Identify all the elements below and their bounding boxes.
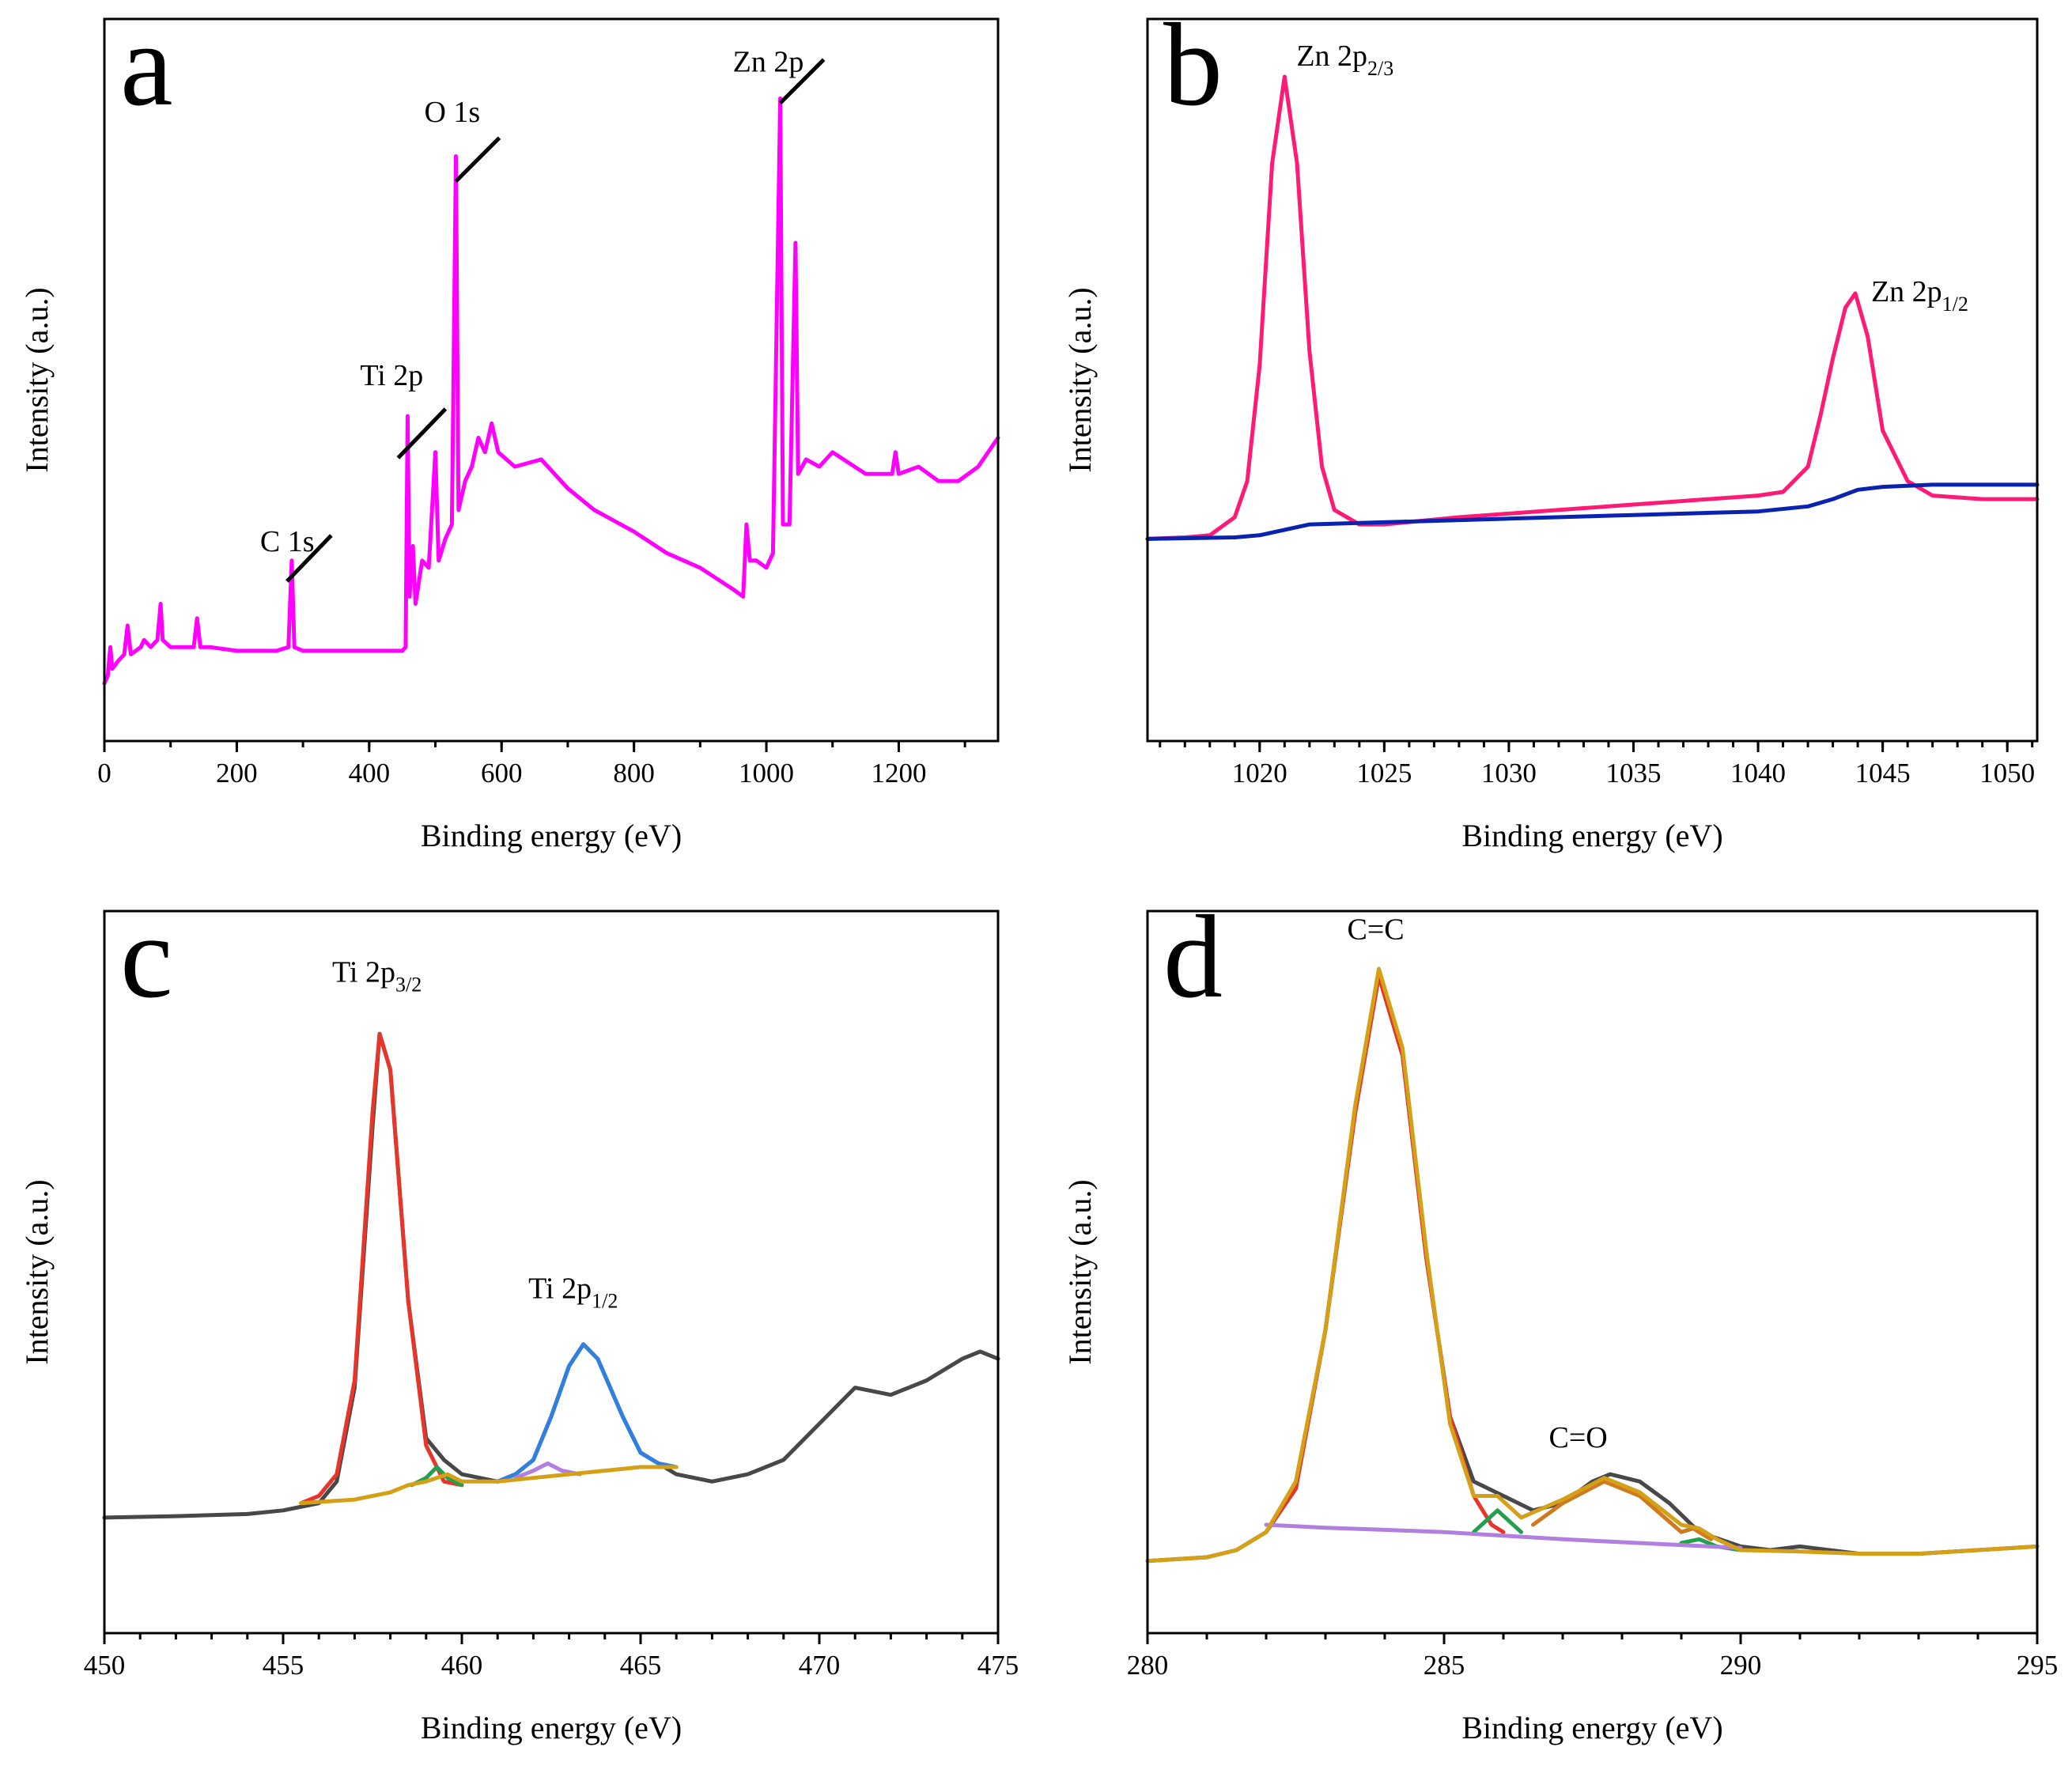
x-tick-label: 285 — [1424, 1650, 1465, 1681]
panel-letter: c — [120, 891, 173, 1023]
series-b-zn-2p-spectrum — [1145, 74, 2040, 541]
y-axis-label: Intensity (a.u.) — [1062, 1179, 1098, 1364]
peak-label-text: C=O — [1549, 1421, 1608, 1454]
x-tick-label: 1050 — [1979, 758, 2035, 788]
x-tick-label: 400 — [349, 758, 391, 788]
x-tick-label: 455 — [263, 1650, 304, 1681]
x-tick-label: 1200 — [871, 758, 926, 788]
y-axis-label: Intensity (a.u.) — [19, 1179, 55, 1364]
x-tick-label: 800 — [613, 758, 655, 788]
panel-d: 280 285 290 295 Binding energy (eV) Intensity… — [1062, 891, 2058, 1745]
x-axis-label: Binding energy (eV) — [421, 818, 682, 853]
series-d-raw — [1145, 974, 2040, 1564]
y-axis-label: Intensity (a.u.) — [19, 287, 55, 472]
y-axis-label: Intensity (a.u.) — [1062, 287, 1098, 472]
x-tick-label: 1025 — [1356, 758, 1412, 788]
panel-letter: b — [1163, 0, 1223, 130]
x-tick-label: 475 — [977, 1650, 1019, 1681]
series-c-satellite-1 — [410, 1465, 464, 1488]
x-axis-label: Binding energy (eV) — [1461, 1710, 1722, 1745]
peak-label-subscript: 3/2 — [395, 974, 422, 996]
peak-label-text: Zn 2p — [1871, 275, 1942, 308]
series-b-zn-2p-background — [1145, 482, 2040, 541]
x-tick-label: 1000 — [739, 758, 794, 788]
series-c-ti-2p3-2-fit — [299, 1031, 464, 1506]
peak-label-text: Ti 2p — [332, 956, 395, 989]
peak-label-text: Ti 2p — [360, 359, 423, 392]
peak-leader-line — [396, 407, 448, 459]
peak-label: Ti 2p3/2 — [332, 956, 422, 996]
peak-leader-line — [285, 534, 333, 583]
x-tick-label: 1030 — [1481, 758, 1537, 788]
plot-frame — [103, 17, 1000, 743]
peak-label: Zn 2p2/3 — [1296, 40, 1393, 80]
x-tick-label: 470 — [799, 1650, 841, 1681]
x-tick-label: 295 — [2017, 1650, 2059, 1681]
x-tick-label: 1035 — [1605, 758, 1661, 788]
peak-label-text: O 1s — [424, 96, 480, 129]
peak-leader-line — [454, 136, 501, 183]
plot-frame — [1146, 17, 2039, 743]
x-tick-label: 0 — [97, 758, 112, 788]
series-d-c-o-component — [1472, 1508, 1523, 1534]
peak-leader-line — [778, 58, 826, 105]
series-d-baseline — [1264, 1522, 1743, 1550]
series-c-ti-2p1-2-fit — [495, 1342, 679, 1484]
x-tick-label: 465 — [620, 1650, 662, 1681]
series-d-c-o-component — [1531, 1479, 1713, 1541]
x-tick-label: 290 — [1720, 1650, 1762, 1681]
series-a-survey — [102, 96, 1000, 686]
x-tick-label: 1045 — [1855, 758, 1911, 788]
x-tick-label: 1040 — [1730, 758, 1786, 788]
x-tick-label: 450 — [84, 1650, 126, 1681]
x-axis-label: Binding energy (eV) — [1461, 818, 1722, 853]
peak-label: C=O — [1549, 1421, 1608, 1454]
peak-label: Zn 2p1/2 — [1871, 275, 1968, 316]
peak-label-text: Ti 2p — [528, 1273, 592, 1306]
peak-label: Ti 2p — [360, 359, 423, 392]
series-d-envelope — [1145, 966, 2040, 1564]
peak-label: Zn 2p — [733, 45, 804, 78]
peak-label-text: Zn 2p — [1296, 40, 1367, 73]
x-tick-label: 200 — [216, 758, 258, 788]
panel-letter: d — [1163, 891, 1223, 1023]
x-tick-label: 280 — [1127, 1650, 1169, 1681]
peak-label-text: C 1s — [260, 525, 315, 558]
panel-b: 1020 1025 1030 1035 1040 1045 1050 Binding ener… — [1062, 0, 2040, 853]
peak-label-text: C=C — [1348, 913, 1405, 947]
x-tick-label: 600 — [481, 758, 523, 788]
x-tick-label: 1020 — [1232, 758, 1287, 788]
peak-label: Ti 2p1/2 — [528, 1273, 618, 1313]
plot-frame — [103, 909, 1000, 1635]
peak-label: O 1s — [424, 96, 480, 129]
series-c-satellite-2 — [513, 1461, 582, 1480]
panel-letter: a — [120, 0, 173, 130]
x-tick-label: 460 — [441, 1650, 483, 1681]
peak-label-subscript: 2/3 — [1367, 57, 1393, 80]
peak-label-text: Zn 2p — [733, 45, 804, 78]
peak-label: C 1s — [260, 525, 315, 558]
plot-frame — [1146, 909, 2039, 1635]
panel-a: 0 200 400 600 800 1000 1200 Binding energy (eV)… — [19, 0, 1000, 853]
peak-label: C=C — [1348, 913, 1405, 947]
panel-c: 450 455 460 465 470 475 Binding energy (eV) Int… — [19, 891, 1019, 1745]
peak-label-subscript: 1/2 — [592, 1290, 618, 1313]
x-axis-label: Binding energy (eV) — [421, 1710, 682, 1745]
series-c-background — [299, 1465, 679, 1506]
peak-label-subscript: 1/2 — [1942, 293, 1968, 316]
